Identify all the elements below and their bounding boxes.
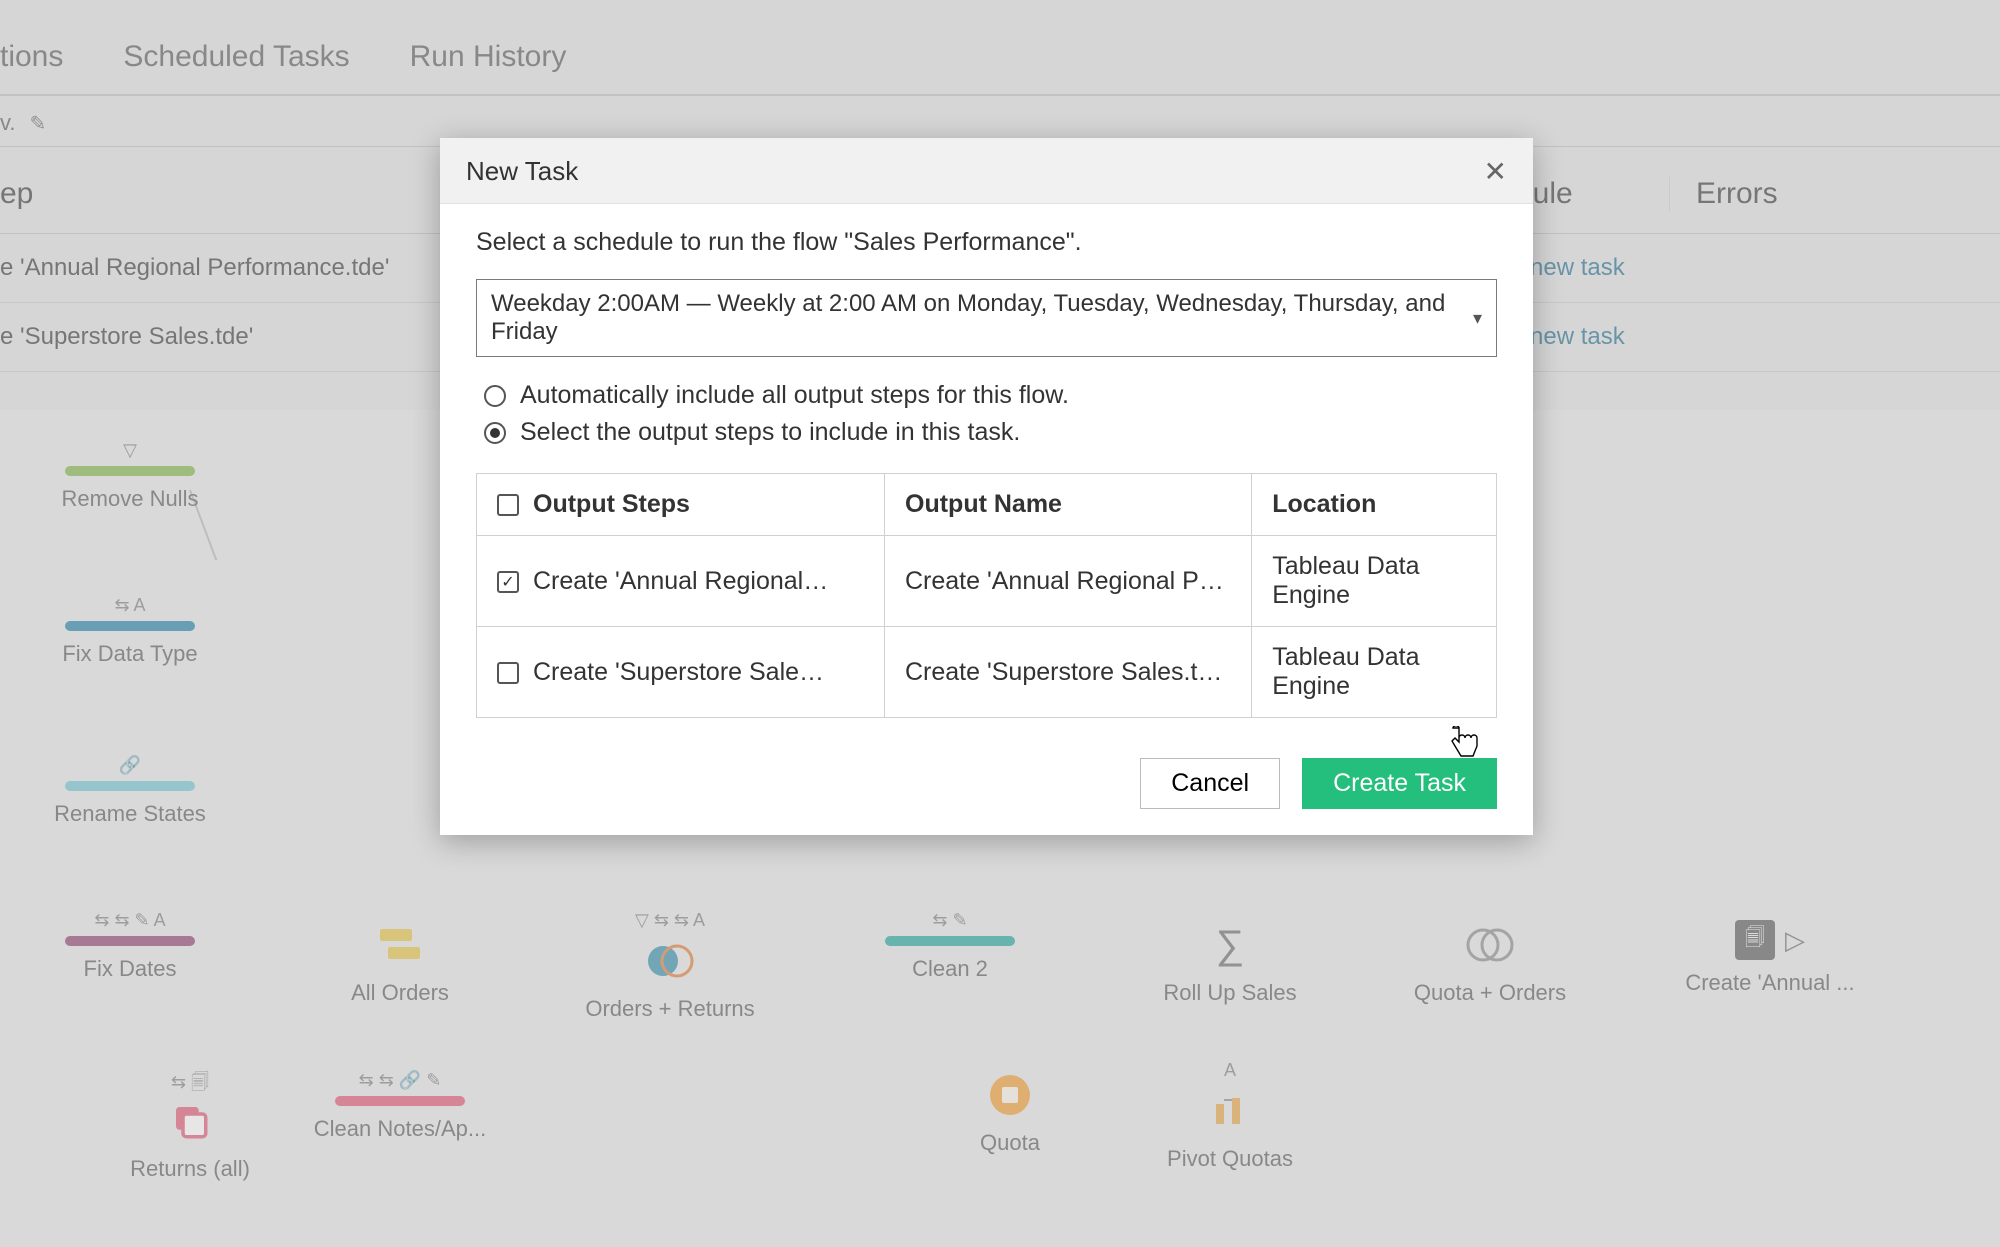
flow-node-fix-data-type[interactable]: ⇆ A Fix Data Type xyxy=(40,595,220,667)
row-step-name: Create 'Superstore Sales.tde' xyxy=(533,658,833,687)
new-task-modal: New Task ✕ Select a schedule to run the … xyxy=(440,138,1533,835)
union-icon xyxy=(310,920,490,970)
node-mini-icons: ⇆ 🗐 xyxy=(100,1070,280,1094)
node-label: All Orders xyxy=(310,980,490,1006)
radio-include-all[interactable]: Automatically include all output steps f… xyxy=(484,377,1497,414)
flow-node-pivot-quotas[interactable]: A Pivot Quotas xyxy=(1140,1060,1320,1172)
node-mini-icons: ⇆ ✎ xyxy=(860,910,1040,934)
bg-tabs: tions Scheduled Tasks Run History xyxy=(0,0,2000,96)
schedule-select[interactable]: Weekday 2:00AM — Weekly at 2:00 AM on Mo… xyxy=(476,279,1497,357)
radio-label: Select the output steps to include in th… xyxy=(520,418,1020,447)
row-output-name: Create 'Superstore Sales.tde' xyxy=(905,658,1225,687)
node-label: Clean 2 xyxy=(860,956,1040,982)
duplicate-icon xyxy=(100,1096,280,1146)
row-step-name: Create 'Annual Regional Perf… xyxy=(533,567,833,596)
edit-icon[interactable]: ✎ xyxy=(29,111,46,136)
radio-icon xyxy=(484,422,506,444)
cancel-button[interactable]: Cancel xyxy=(1140,758,1280,809)
col-errors: Errors xyxy=(1670,177,1810,211)
modal-title: New Task xyxy=(466,156,578,187)
node-mini-icons: 🔗 xyxy=(40,755,220,779)
column-header-output-name: Output Name xyxy=(885,474,1252,536)
row-checkbox[interactable] xyxy=(497,662,519,684)
node-mini-icons: ▽ xyxy=(40,440,220,464)
table-row[interactable]: Create 'Superstore Sales.tde' Create 'Su… xyxy=(477,627,1497,718)
node-label: Rename States xyxy=(40,801,220,827)
chevron-down-icon: ▾ xyxy=(1473,308,1482,329)
node-bar xyxy=(65,466,195,476)
output-steps-table: Output Steps Output Name Location ✓ Creat… xyxy=(476,473,1497,718)
pivot-icon xyxy=(1140,1086,1320,1136)
node-bar xyxy=(885,936,1015,946)
node-label: Fix Data Type xyxy=(40,641,220,667)
sigma-aggregate-icon: ∑ xyxy=(1140,920,1320,970)
flow-node-clean-notes[interactable]: ⇆ ⇆ 🔗 ✎ Clean Notes/Ap... xyxy=(310,1070,490,1142)
radio-select-steps[interactable]: Select the output steps to include in th… xyxy=(484,414,1497,451)
output-db-icon: 🗐 xyxy=(1735,920,1775,960)
flow-node-all-orders[interactable]: All Orders xyxy=(310,920,490,1006)
flow-node-orders-returns[interactable]: ▽ ⇆ ⇆ A Orders + Returns xyxy=(580,910,760,1022)
tab-connections-partial[interactable]: tions xyxy=(0,40,63,74)
radio-label: Automatically include all output steps f… xyxy=(520,381,1069,410)
row-checkbox[interactable]: ✓ xyxy=(497,571,519,593)
table-row[interactable]: ✓ Create 'Annual Regional Perf… Create 'A… xyxy=(477,536,1497,627)
node-label: Clean Notes/Ap... xyxy=(310,1116,490,1142)
node-mini-icons: ⇆ ⇆ 🔗 ✎ xyxy=(310,1070,490,1094)
venn-join-icon xyxy=(1400,920,1580,970)
node-mini-icons: ⇆ ⇆ ✎ A xyxy=(40,910,220,934)
close-icon[interactable]: ✕ xyxy=(1484,158,1507,186)
node-label: Quota xyxy=(920,1130,1100,1156)
column-header-location: Location xyxy=(1252,474,1497,536)
flow-node-roll-up-sales[interactable]: ∑ Roll Up Sales xyxy=(1140,920,1320,1006)
tab-run-history[interactable]: Run History xyxy=(410,40,567,74)
flow-node-rename-states[interactable]: 🔗 Rename States xyxy=(40,755,220,827)
modal-footer: Cancel Create Task xyxy=(476,718,1497,809)
node-mini-icons: ▽ ⇆ ⇆ A xyxy=(580,910,760,934)
flow-node-quota[interactable]: Quota xyxy=(920,1070,1100,1156)
flow-node-returns-all[interactable]: ⇆ 🗐 Returns (all) xyxy=(100,1070,280,1182)
column-header-output-steps: Output Steps xyxy=(477,474,885,536)
node-bar xyxy=(335,1096,465,1106)
node-label: Pivot Quotas xyxy=(1140,1146,1320,1172)
output-scope-radio-group: Automatically include all output steps f… xyxy=(484,377,1497,451)
run-play-icon[interactable]: ▷ xyxy=(1785,925,1805,956)
venn-join-icon xyxy=(580,936,760,986)
node-mini-icons: ⇆ A xyxy=(40,595,220,619)
node-label: Remove Nulls xyxy=(40,486,220,512)
modal-instruction: Select a schedule to run the flow "Sales… xyxy=(476,228,1497,257)
node-bar xyxy=(65,936,195,946)
node-label: Fix Dates xyxy=(40,956,220,982)
node-mini-icons: A xyxy=(1140,1060,1320,1084)
bg-edit-label: v. xyxy=(0,110,15,136)
flow-node-quota-orders[interactable]: Quota + Orders xyxy=(1400,920,1580,1006)
select-all-checkbox[interactable] xyxy=(497,494,519,516)
node-label: Orders + Returns xyxy=(580,996,760,1022)
node-label: Create 'Annual ... xyxy=(1680,970,1860,996)
row-location: Tableau Data Engine xyxy=(1252,627,1497,718)
datasource-icon xyxy=(920,1070,1100,1120)
row-output-name: Create 'Annual Regional Perfo… xyxy=(905,567,1225,596)
flow-node-fix-dates[interactable]: ⇆ ⇆ ✎ A Fix Dates xyxy=(40,910,220,982)
flow-node-clean2[interactable]: ⇆ ✎ Clean 2 xyxy=(860,910,1040,982)
node-label: Roll Up Sales xyxy=(1140,980,1320,1006)
flow-node-create-annual[interactable]: 🗐 ▷ Create 'Annual ... xyxy=(1680,920,1860,996)
modal-header: New Task ✕ xyxy=(440,138,1533,204)
node-bar xyxy=(65,621,195,631)
tab-scheduled-tasks[interactable]: Scheduled Tasks xyxy=(123,40,349,74)
row-location: Tableau Data Engine xyxy=(1252,536,1497,627)
flow-node-remove-nulls[interactable]: ▽ Remove Nulls xyxy=(40,440,220,512)
radio-icon xyxy=(484,385,506,407)
schedule-select-label: Weekday 2:00AM — Weekly at 2:00 AM on Mo… xyxy=(491,290,1473,346)
node-label: Quota + Orders xyxy=(1400,980,1580,1006)
node-label: Returns (all) xyxy=(100,1156,280,1182)
node-bar xyxy=(65,781,195,791)
create-task-button[interactable]: Create Task xyxy=(1302,758,1497,809)
